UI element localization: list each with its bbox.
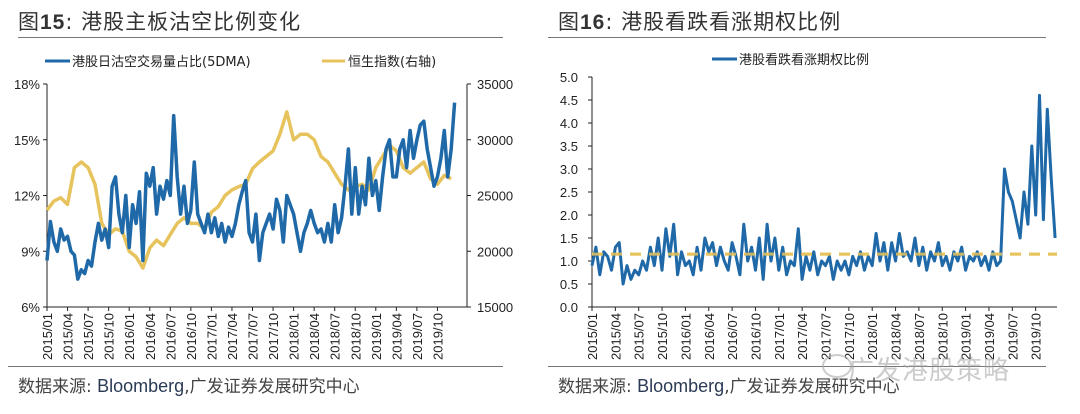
right-y-tick-label: 20000: [477, 244, 513, 259]
title-text: : 港股看跌看涨期权比例: [605, 10, 842, 34]
x-tick-label: 2018/01: [865, 313, 880, 360]
title-divider: [548, 37, 1046, 38]
right-y-tick-label: 30000: [477, 133, 513, 148]
x-tick-label: 2019/10: [430, 313, 445, 360]
x-tick-label: 2017/07: [819, 313, 834, 360]
x-tick-label: 2016/10: [748, 313, 763, 360]
watermark: 广发港股策略: [848, 356, 1011, 386]
left-y-tick-label: 18%: [14, 77, 40, 92]
x-tick-label: 2015/07: [632, 313, 647, 360]
source-label: 数据来源:: [558, 377, 632, 397]
y-tick-label: 3.0: [560, 162, 578, 177]
right-y-tick-label: 35000: [477, 77, 513, 92]
x-tick-label: 2015/07: [81, 313, 96, 360]
y-tick-label: 1.5: [560, 231, 578, 246]
x-tick-label: 2017/01: [204, 313, 219, 360]
y-tick-label: 3.5: [560, 139, 578, 154]
short-ratio-series-line: [45, 102, 457, 281]
source-divider: [548, 366, 1046, 367]
legend-label-short-ratio: 港股日沽空交易量占比(5DMA): [72, 54, 251, 70]
x-tick-label: 2019/01: [959, 313, 974, 360]
x-tick-label: 2017/04: [795, 313, 810, 360]
left-y-tick-label: 9%: [21, 244, 40, 259]
left-y-tick-label: 6%: [21, 300, 40, 315]
x-tick-label: 2017/07: [246, 313, 261, 360]
x-tick-label: 2017/10: [266, 313, 281, 360]
x-tick-label: 2019/01: [369, 313, 384, 360]
x-tick-label: 2019/04: [389, 313, 404, 360]
x-tick-label: 2019/10: [1029, 313, 1044, 360]
source-rest: ,广发证券发展研究中心: [724, 377, 900, 397]
x-tick-label: 2017/04: [225, 313, 240, 360]
right-y-tick-label: 15000: [477, 300, 513, 315]
y-tick-label: 0.5: [560, 277, 578, 292]
x-tick-label: 2015/10: [655, 313, 670, 360]
x-tick-label: 2015/01: [40, 313, 55, 360]
x-tick-label: 2016/01: [122, 313, 137, 360]
y-tick-label: 0.0: [560, 300, 578, 315]
x-tick-label: 2017/10: [842, 313, 857, 360]
x-tick-label: 2016/01: [678, 313, 693, 360]
x-tick-label: 2018/04: [889, 313, 904, 360]
source-label: 数据来源:: [18, 377, 92, 397]
title-prefix: 图: [558, 10, 580, 34]
x-tick-label: 2018/10: [935, 313, 950, 360]
x-tick-label: 2015/01: [585, 313, 600, 360]
x-tick-label: 2016/07: [163, 313, 178, 360]
put-call-chart: 0.0 0.5 1.0 1.5 2.0 2.5 3.0 3.5 4.0 4.5 5.0 2015/01…: [560, 52, 1057, 360]
x-tick-label: 2016/04: [702, 313, 717, 360]
y-tick-label: 4.0: [560, 116, 578, 131]
legend-label-put-call: 港股看跌看涨期权比例: [739, 52, 869, 68]
figure-15-source: 数据来源: Bloomberg,广发证券发展研究中心: [18, 372, 360, 397]
figure-15-title: 图15: 港股主板沽空比例变化: [18, 6, 301, 36]
x-tick-label: 2016/04: [143, 313, 158, 360]
x-tick-label: 2016/10: [184, 313, 199, 360]
x-tick-label: 2019/07: [1005, 313, 1020, 360]
x-tick-label: 2017/01: [772, 313, 787, 360]
source-divider: [8, 366, 503, 367]
y-tick-label: 1.0: [560, 254, 578, 269]
source-bloomberg: Bloomberg: [637, 376, 725, 396]
figure-16-title: 图16: 港股看跌看涨期权比例: [558, 6, 841, 36]
x-tick-label: 2016/07: [725, 313, 740, 360]
x-tick-label: 2015/04: [61, 313, 76, 360]
title-divider: [18, 37, 503, 38]
title-number: 15: [40, 11, 66, 34]
x-tick-label: 2018/04: [307, 313, 322, 360]
title-text: : 港股主板沽空比例变化: [65, 10, 302, 34]
figure-15-panel: 图15: 港股主板沽空比例变化 数据来源: Bloomberg,广发证券发展研究…: [8, 6, 503, 397]
x-tick-label: 2019/07: [410, 313, 425, 360]
wechat-logo-icon: [822, 354, 852, 378]
left-y-tick-label: 15%: [14, 133, 40, 148]
legend-label-hsi: 恒生指数(右轴): [348, 55, 436, 70]
title-prefix: 图: [18, 10, 40, 34]
title-number: 16: [580, 11, 606, 34]
figure-16-source: 数据来源: Bloomberg,广发证券发展研究中心: [558, 372, 900, 397]
x-tick-label: 2018/01: [287, 313, 302, 360]
x-tick-label: 2015/10: [102, 313, 117, 360]
x-tick-label: 2019/04: [982, 313, 997, 360]
y-tick-label: 4.5: [560, 93, 578, 108]
source-rest: ,广发证券发展研究中心: [184, 377, 360, 397]
put-call-series-line: [590, 93, 1057, 286]
right-y-tick-label: 25000: [477, 189, 513, 204]
x-tick-label: 2018/07: [328, 313, 343, 360]
y-tick-label: 2.5: [560, 185, 578, 200]
x-tick-label: 2018/07: [912, 313, 927, 360]
source-bloomberg: Bloomberg: [97, 376, 185, 396]
y-tick-label: 2.0: [560, 208, 578, 223]
x-tick-label: 2018/10: [348, 313, 363, 360]
x-tick-label: 2015/04: [608, 313, 623, 360]
left-y-tick-label: 12%: [14, 189, 40, 204]
short-selling-chart: 6% 9% 12% 15% 18% 15000 20000 25000 30000 35000 20…: [14, 54, 513, 360]
figure-16-panel: 图16: 港股看跌看涨期权比例 数据来源: Bloomberg,广发证券发展研究…: [540, 0, 1080, 414]
y-tick-label: 5.0: [560, 70, 578, 85]
